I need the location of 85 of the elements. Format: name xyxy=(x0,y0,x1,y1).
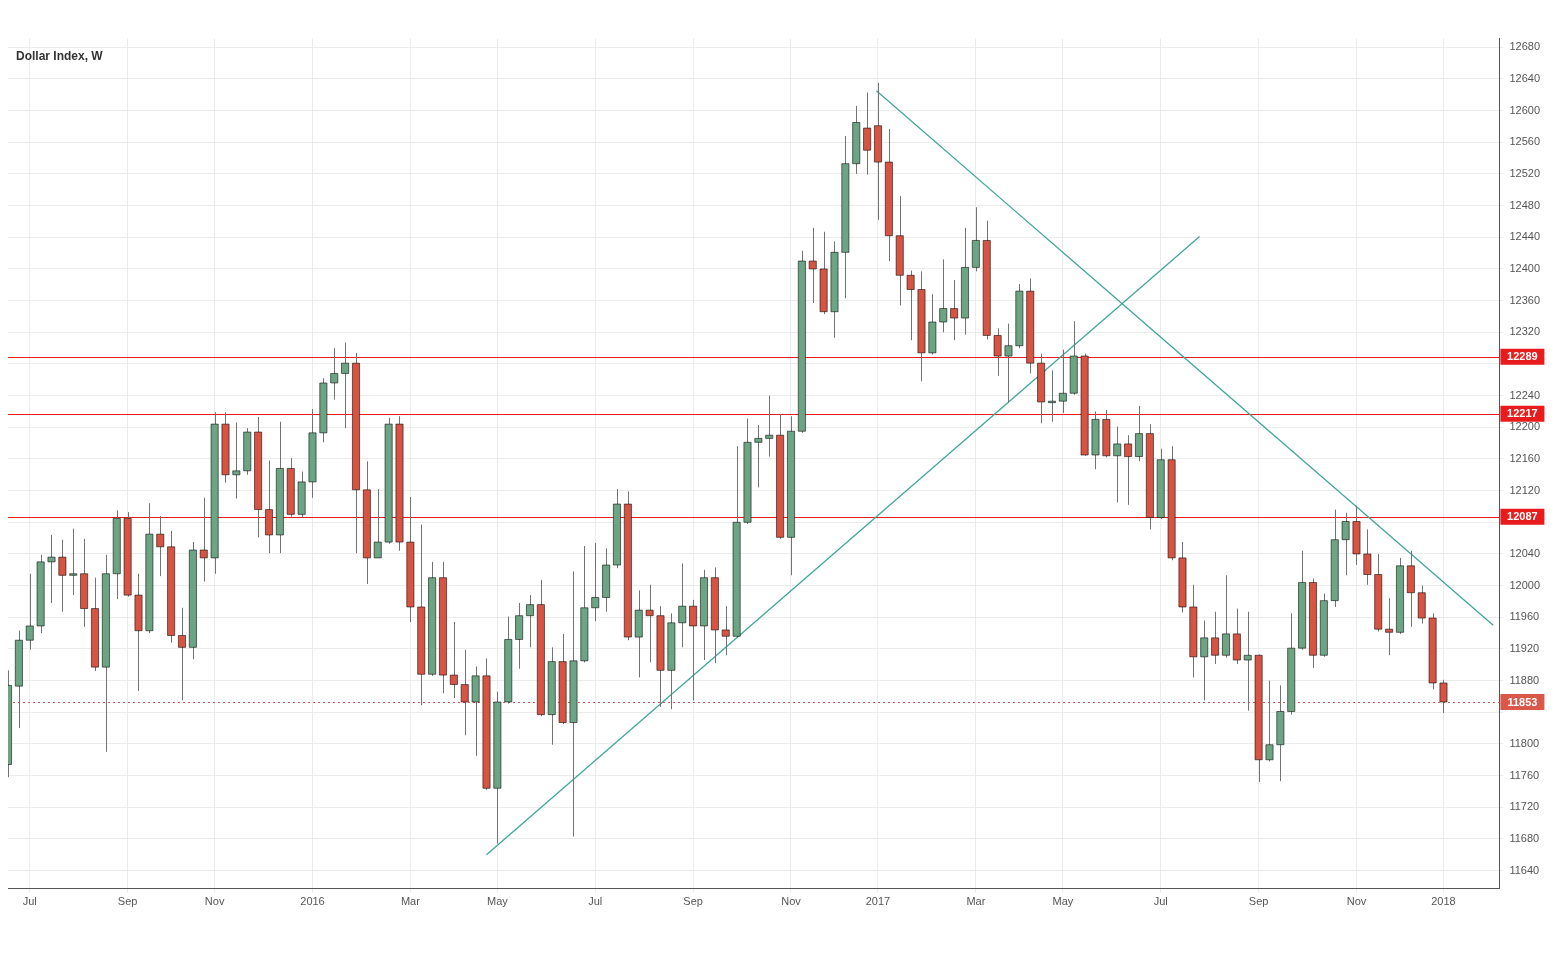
x-tick-label: Jul xyxy=(1153,895,1168,908)
candlestick xyxy=(1211,611,1220,665)
candlestick xyxy=(1221,574,1231,659)
candlestick xyxy=(1341,512,1350,576)
y-tick-label: 12560 xyxy=(1509,135,1541,148)
y-tick-label: 12360 xyxy=(1509,293,1541,306)
y-tick-label: 11640 xyxy=(1509,863,1540,876)
candlestick xyxy=(156,515,165,577)
candlestick xyxy=(939,258,948,333)
x-tick-label: Jul xyxy=(22,895,37,908)
candlestick xyxy=(1124,434,1133,506)
candlestick xyxy=(47,534,56,604)
x-tick-label: Nov xyxy=(781,895,802,908)
candlestick xyxy=(678,562,687,648)
text: Dollar Index, W xyxy=(16,48,104,63)
candlestick xyxy=(1047,369,1057,423)
candlestick xyxy=(765,395,774,458)
candlestick xyxy=(1363,528,1372,586)
candlestick xyxy=(1243,611,1252,712)
x-tick-label: Sep xyxy=(1248,895,1269,908)
candlestick xyxy=(1058,349,1067,414)
y-tick-label: 11960 xyxy=(1509,610,1540,623)
candlestick xyxy=(950,279,959,341)
candlestick xyxy=(1385,597,1394,656)
x-tick-label: Sep xyxy=(117,895,138,908)
y-tick-label: 11880 xyxy=(1509,673,1540,686)
y-tick-label: 11920 xyxy=(1509,641,1540,654)
x-tick-label: Sep xyxy=(683,895,703,908)
y-tick-label: 12640 xyxy=(1509,72,1541,84)
x-tick-label: 2017 xyxy=(865,895,891,908)
x-tick-label: Nov xyxy=(204,895,225,908)
y-tick-label: 11680 xyxy=(1509,831,1540,844)
candlestick xyxy=(1113,425,1122,503)
candlestick xyxy=(808,227,817,304)
x-tick-label: Nov xyxy=(1346,895,1367,908)
y-tick-label: 11760 xyxy=(1509,768,1540,781)
ref-line-label: 12217 xyxy=(1507,407,1538,420)
x-tick-label: May xyxy=(486,895,509,908)
candlestick xyxy=(449,621,458,699)
candlestick xyxy=(591,542,600,622)
x-tick-label: May xyxy=(1052,895,1074,908)
y-tick-label: 12600 xyxy=(1509,103,1541,116)
x-tick-label: Jul xyxy=(588,895,603,908)
candlestick xyxy=(1134,405,1144,462)
candlestick xyxy=(863,91,872,176)
candlestick xyxy=(754,424,763,488)
y-tick-label: 12160 xyxy=(1509,451,1541,464)
candlestick xyxy=(58,539,67,613)
x-tick-label: Mar xyxy=(966,895,986,908)
y-tick-label: 12480 xyxy=(1509,198,1541,211)
candlestick xyxy=(341,342,350,429)
candlestick xyxy=(689,599,698,701)
y-tick-label: 12200 xyxy=(1509,420,1541,433)
ref-line-label: 12087 xyxy=(1507,510,1538,523)
candlestick xyxy=(993,327,1002,377)
ref-line-label: 11853 xyxy=(1507,695,1538,708)
candlestick xyxy=(906,270,915,341)
y-tick-label: 12320 xyxy=(1509,325,1541,338)
candlestick xyxy=(373,488,382,559)
y-tick-label: 12240 xyxy=(1509,388,1541,401)
x-tick-label: Mar xyxy=(400,895,421,908)
candlestick xyxy=(330,347,339,401)
candlestick xyxy=(232,422,241,500)
y-tick-label: 12520 xyxy=(1509,167,1541,179)
candlestick xyxy=(199,497,208,583)
x-tick-label: 2016 xyxy=(300,895,325,908)
y-tick-label: 11720 xyxy=(1509,800,1540,813)
y-tick-label: 12680 xyxy=(1509,40,1541,53)
candlestick xyxy=(25,573,34,651)
y-tick-label: 12120 xyxy=(1509,483,1541,496)
candlestick xyxy=(721,605,730,656)
y-tick-label: 12440 xyxy=(1509,230,1541,243)
candlestick xyxy=(1265,680,1274,762)
candlestick xyxy=(1004,323,1013,404)
candlestick xyxy=(1200,619,1209,701)
candlestick xyxy=(525,594,535,648)
x-tick-label: 2018 xyxy=(1431,895,1456,908)
y-tick-label: 12040 xyxy=(1509,546,1541,559)
ref-line-label: 12289 xyxy=(1507,350,1538,363)
candlestick xyxy=(177,607,187,701)
candlestick xyxy=(645,584,654,663)
candlestick xyxy=(515,602,524,670)
y-tick-label: 11800 xyxy=(1509,736,1540,749)
y-tick-label: 12400 xyxy=(1509,261,1541,274)
y-tick-label: 12000 xyxy=(1509,578,1541,591)
